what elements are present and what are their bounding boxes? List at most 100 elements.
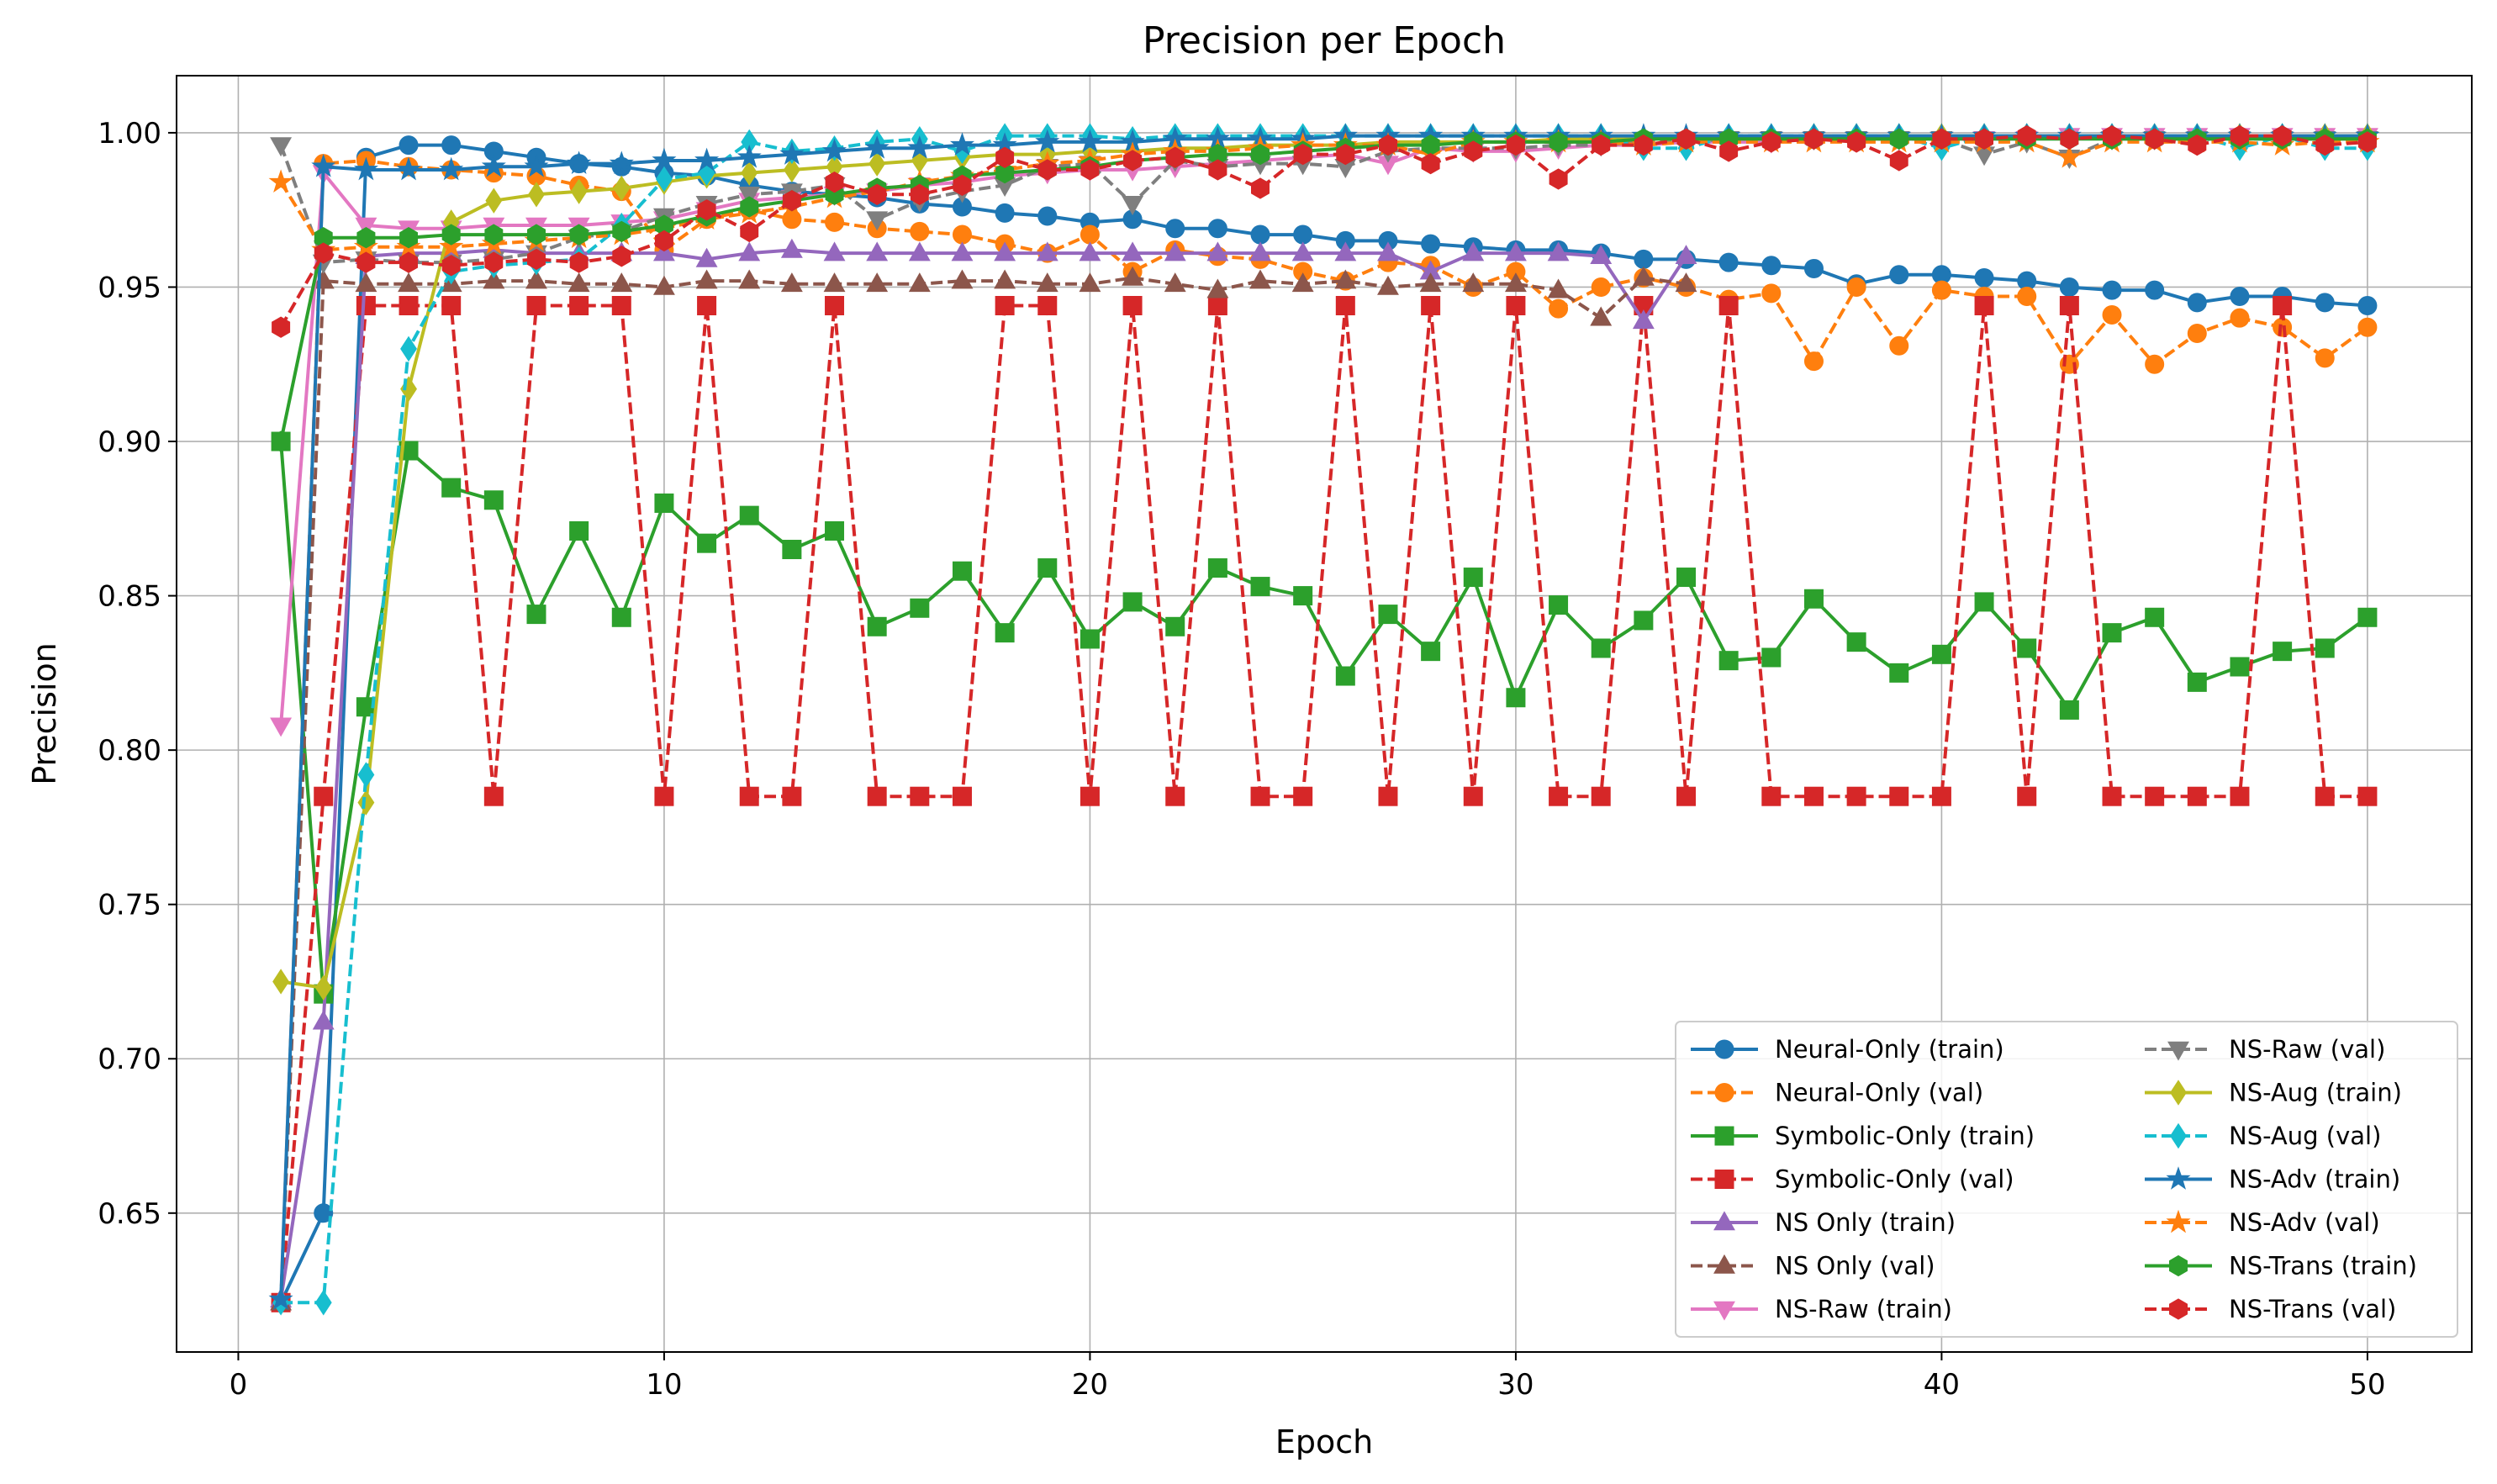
data-point	[1421, 234, 1441, 254]
data-point	[1421, 152, 1440, 175]
data-point	[2102, 623, 2122, 643]
data-point	[779, 141, 805, 165]
data-point	[2056, 144, 2082, 168]
data-point	[1165, 146, 1185, 168]
data-point	[1293, 786, 1313, 806]
data-point	[1293, 143, 1312, 166]
data-point	[1379, 134, 1397, 156]
series-line	[279, 276, 1687, 1303]
data-point	[1291, 241, 1314, 261]
data-point	[1676, 568, 1697, 588]
data-point	[1632, 309, 1655, 330]
legend-label: NS-Raw (val)	[2229, 1035, 2385, 1064]
data-point	[355, 272, 377, 293]
data-point	[611, 295, 631, 315]
data-point	[1590, 306, 1613, 326]
data-point	[1462, 272, 1485, 293]
x-axis-label: Epoch	[1275, 1423, 1373, 1460]
data-point	[1080, 786, 1100, 806]
data-point	[2357, 295, 2378, 315]
data-point	[1378, 605, 1398, 625]
legend-marker	[2169, 1254, 2188, 1277]
data-point	[738, 269, 761, 289]
data-point	[908, 241, 931, 261]
data-point	[1676, 786, 1697, 806]
data-point	[610, 272, 633, 293]
data-point	[1847, 131, 1866, 153]
data-point	[314, 1203, 334, 1223]
data-point	[910, 786, 930, 806]
data-point	[2273, 295, 2293, 315]
data-point	[995, 146, 1015, 168]
data-point	[356, 251, 376, 273]
y-tick-label: 0.90	[98, 425, 161, 459]
data-point	[908, 272, 931, 293]
legend-item: NS-Raw (train)	[1691, 1295, 1952, 1323]
data-point	[2315, 786, 2335, 806]
data-point	[1249, 241, 1271, 261]
data-point	[1080, 629, 1100, 649]
legend-item: NS-Aug (train)	[2145, 1079, 2402, 1107]
data-point	[866, 241, 889, 261]
data-point	[825, 520, 845, 541]
data-point	[1165, 786, 1185, 806]
x-tick-label: 0	[230, 1368, 248, 1402]
data-point	[312, 1010, 335, 1030]
legend-item: NS-Adv (train)	[2145, 1165, 2400, 1194]
data-point	[272, 316, 291, 338]
data-point	[2102, 280, 2122, 300]
data-point	[1634, 249, 1654, 269]
data-point	[2357, 607, 2378, 627]
data-point	[1761, 256, 1782, 276]
data-point	[439, 156, 464, 181]
data-point	[314, 974, 332, 1001]
data-point	[1889, 128, 1908, 150]
data-point	[2102, 786, 2122, 806]
legend-label: Neural-Only (val)	[1775, 1079, 1983, 1107]
data-point	[441, 224, 461, 246]
data-point	[1803, 351, 1824, 372]
data-point	[1250, 786, 1270, 806]
data-point	[569, 251, 589, 273]
data-point	[1079, 272, 1101, 293]
data-point	[1080, 224, 1100, 245]
data-point	[1463, 786, 1483, 806]
data-point	[2145, 354, 2165, 374]
data-point	[1632, 266, 1655, 286]
data-point	[2273, 642, 2293, 662]
data-point	[1889, 150, 1908, 172]
data-point	[949, 132, 975, 156]
data-point	[952, 561, 972, 581]
data-point	[654, 786, 674, 806]
data-point	[1549, 298, 1569, 319]
data-point	[1206, 278, 1229, 298]
legend-box	[1675, 1021, 2458, 1338]
data-point	[1974, 592, 1994, 612]
data-point	[1250, 224, 1270, 245]
data-point	[823, 241, 846, 261]
data-point	[483, 269, 505, 289]
data-point	[995, 623, 1015, 643]
y-tick-label: 0.80	[98, 734, 161, 768]
data-point	[396, 156, 421, 181]
data-point	[1378, 786, 1398, 806]
data-point	[1506, 295, 1526, 315]
data-point	[2315, 348, 2335, 368]
data-point	[1122, 592, 1143, 612]
legend-marker	[1714, 1126, 1734, 1146]
legend-item: NS-Trans (val)	[2145, 1295, 2396, 1323]
data-point	[1077, 129, 1102, 153]
data-point	[783, 156, 800, 183]
legend-label: Symbolic-Only (train)	[1775, 1122, 2035, 1150]
legend-marker	[2166, 1209, 2191, 1233]
y-tick-label: 0.70	[98, 1043, 161, 1076]
data-point	[2059, 295, 2079, 315]
legend-label: NS-Adv (train)	[2229, 1165, 2400, 1194]
data-point	[951, 269, 974, 289]
data-point	[2059, 700, 2079, 720]
data-point	[952, 224, 972, 245]
data-point	[1506, 134, 1525, 156]
y-axis-label: Precision	[26, 642, 63, 785]
y-tick-label: 0.95	[98, 271, 161, 304]
data-point	[611, 607, 631, 627]
